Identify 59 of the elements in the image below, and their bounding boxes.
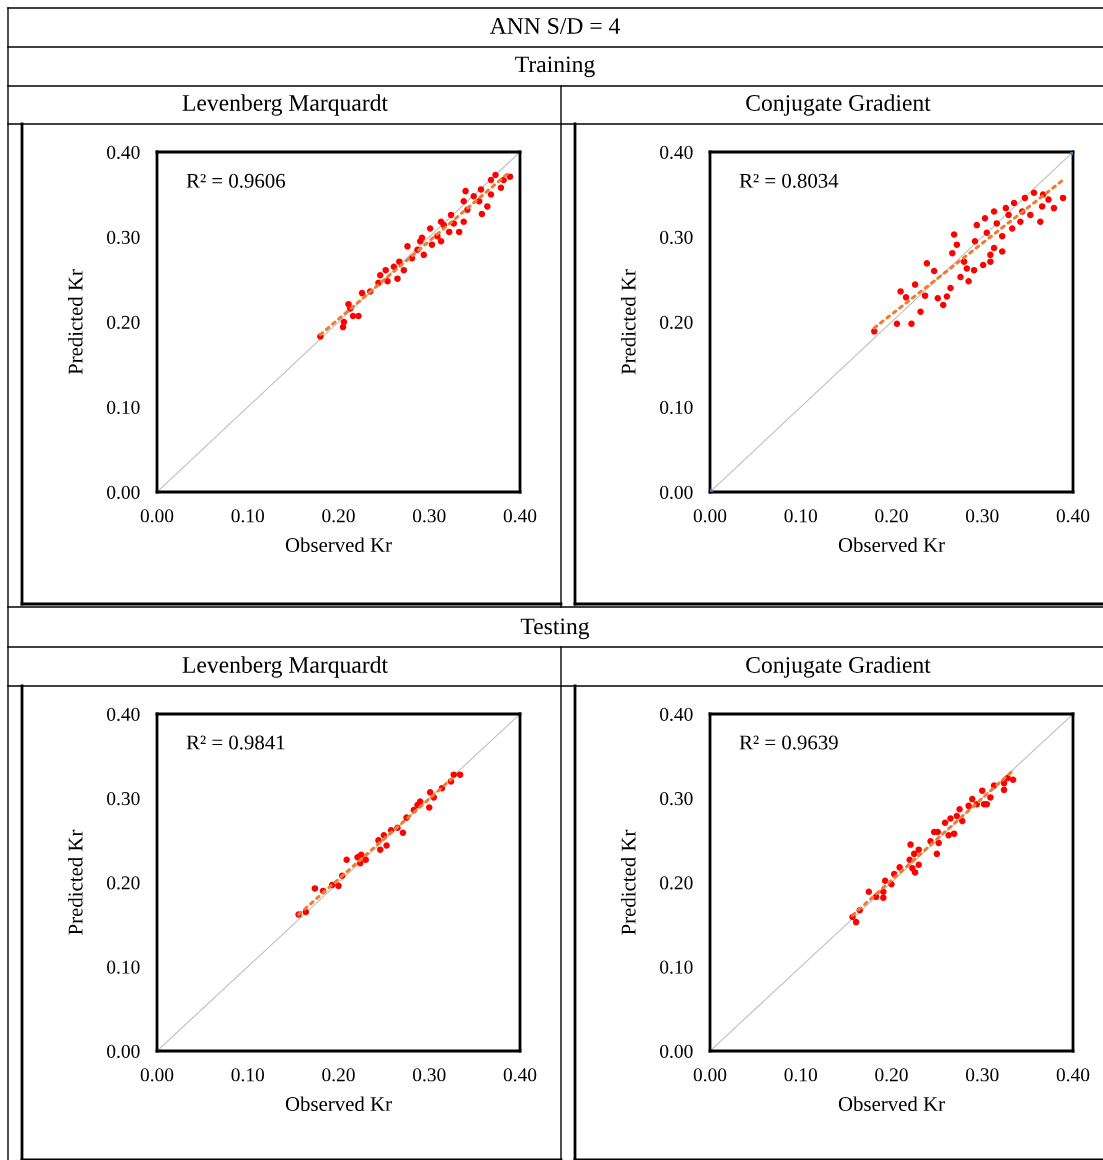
x-tick-label: 0.10 [784,1068,818,1082]
x-tick-label: 0.20 [322,1068,355,1082]
x-tick-label: 0.00 [693,1068,727,1082]
annotation: R² = 0.8034 [739,173,839,188]
x-axis-title: Observed Kr [838,1096,945,1112]
annotation: R² = 0.9841 [186,735,285,750]
text: ANN S/D = 4 [489,18,620,34]
y-tick-label: 0.10 [107,400,140,415]
y-tick-label: 0.40 [107,707,140,722]
y-tick-label: 0.40 [660,707,693,722]
y-tick-label: 0.00 [107,485,140,500]
y-tick-label: 0.00 [660,1044,693,1059]
y-tick-label: 0.00 [107,1044,140,1059]
x-tick-label: 0.20 [875,509,908,523]
x-tick-label: 0.40 [1056,509,1090,523]
y-axis-title: Predicted Kr [67,829,83,935]
annotation: R² = 0.9639 [739,735,838,750]
y-tick-label: 0.30 [660,230,693,245]
text: Testing [520,618,590,640]
chart-title: Conjugate Gradient [746,656,931,678]
y-tick-label: 0.40 [107,145,140,160]
y-tick-label: 0.40 [660,145,693,160]
x-tick-label: 0.10 [231,1068,265,1082]
x-axis-title: Observed Kr [285,537,392,553]
x-tick-label: 0.00 [693,509,727,523]
x-tick-label: 0.30 [412,1068,446,1082]
x-axis-title: Observed Kr [285,1096,392,1112]
y-tick-label: 0.10 [660,960,693,974]
x-tick-label: 0.30 [412,509,446,523]
chart-title: Conjugate Gradient [746,94,931,116]
y-tick-label: 0.20 [660,315,693,330]
y-tick-label: 0.10 [660,400,693,415]
y-tick-label: 0.30 [660,792,693,806]
y-tick-label: 0.20 [107,315,140,330]
y-tick-label: 0.20 [660,876,693,890]
x-tick-label: 0.10 [784,509,818,523]
x-tick-label: 0.20 [322,509,355,523]
x-tick-label: 0.10 [231,509,265,523]
y-tick-label: 0.30 [107,230,140,245]
y-axis-title: Predicted Kr [67,269,83,375]
y-axis-title: Predicted Kr [620,269,636,375]
y-tick-label: 0.10 [107,960,140,974]
y-tick-label: 0.00 [660,485,693,500]
x-axis-title: Observed Kr [838,537,945,553]
chart-title: Levenberg Marquardt [182,656,388,678]
x-tick-label: 0.40 [503,1068,537,1082]
x-tick-label: 0.00 [140,509,174,523]
chart-title: Levenberg Marquardt [182,94,388,116]
x-tick-label: 0.30 [965,1068,999,1082]
x-tick-label: 0.20 [875,1068,908,1082]
x-tick-label: 0.30 [965,509,999,523]
y-tick-label: 0.20 [107,876,140,890]
x-tick-label: 0.40 [503,509,537,523]
y-tick-label: 0.30 [107,792,140,806]
x-tick-label: 0.00 [140,1068,174,1082]
text: Training [515,56,595,78]
annotation: R² = 0.9606 [186,173,286,188]
x-tick-label: 0.40 [1056,1068,1090,1082]
y-axis-title: Predicted Kr [620,829,636,935]
